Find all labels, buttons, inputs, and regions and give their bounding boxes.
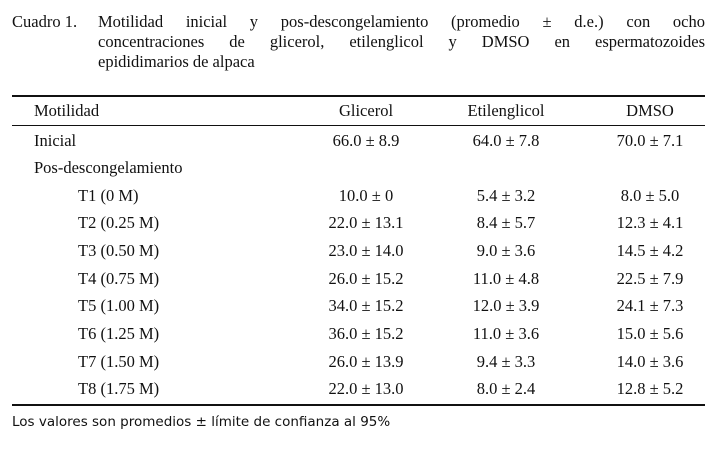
- row-label: T2 (0.25 M): [78, 213, 160, 232]
- caption-text: Motilidad inicial y pos-descongelamiento…: [98, 12, 705, 72]
- table-row: T4 (0.75 M) 26.0 ± 15.2 11.0 ± 4.8 22.5 …: [12, 265, 705, 292]
- row-label: T7 (1.50 M): [78, 352, 160, 371]
- cell-dmso: 14.5 ± 4.2: [616, 241, 684, 260]
- cell-glicerol: 10.0 ± 0: [338, 186, 394, 205]
- cell-etilenglicol: 8.4 ± 5.7: [476, 213, 536, 232]
- table-header-rule: [12, 125, 705, 126]
- header-dmso: DMSO: [626, 101, 674, 120]
- table-bottom-rule: [12, 404, 705, 406]
- caption-label: Cuadro 1.: [12, 12, 78, 31]
- cell-dmso: 15.0 ± 5.6: [616, 324, 684, 343]
- table-row: T5 (1.00 M) 34.0 ± 15.2 12.0 ± 3.9 24.1 …: [12, 292, 705, 319]
- table-header-row: Motilidad Glicerol Etilenglicol DMSO: [12, 97, 705, 124]
- cell-dmso: 70.0 ± 7.1: [616, 131, 684, 150]
- table-row: T3 (0.50 M) 23.0 ± 14.0 9.0 ± 3.6 14.5 ±…: [12, 237, 705, 264]
- cell-dmso: 24.1 ± 7.3: [616, 296, 684, 315]
- cell-glicerol: 22.0 ± 13.1: [328, 213, 404, 232]
- table-row: T2 (0.25 M) 22.0 ± 13.1 8.4 ± 5.7 12.3 ±…: [12, 209, 705, 236]
- cell-etilenglicol: 11.0 ± 3.6: [472, 324, 540, 343]
- table-caption: Cuadro 1. Motilidad inicial y pos-descon…: [12, 12, 705, 72]
- table-row: T6 (1.25 M) 36.0 ± 15.2 11.0 ± 3.6 15.0 …: [12, 320, 705, 347]
- header-motilidad: Motilidad: [34, 101, 100, 120]
- cell-dmso: 12.3 ± 4.1: [616, 213, 684, 232]
- row-label: T1 (0 M): [78, 186, 139, 205]
- table-row: T7 (1.50 M) 26.0 ± 13.9 9.4 ± 3.3 14.0 ±…: [12, 348, 705, 375]
- cell-etilenglicol: 9.0 ± 3.6: [476, 241, 536, 260]
- caption-line: epididimarios de alpaca: [98, 52, 255, 71]
- cell-dmso: 14.0 ± 3.6: [616, 352, 684, 371]
- cell-etilenglicol: 64.0 ± 7.8: [472, 131, 540, 150]
- cell-glicerol: 23.0 ± 14.0: [328, 241, 404, 260]
- row-label: T6 (1.25 M): [78, 324, 160, 343]
- row-label: T8 (1.75 M): [78, 379, 160, 398]
- header-etilenglicol: Etilenglicol: [467, 101, 545, 120]
- header-glicerol: Glicerol: [338, 101, 394, 120]
- table-row-inicial: Inicial 66.0 ± 8.9 64.0 ± 7.8 70.0 ± 7.1: [12, 127, 705, 154]
- table-footnote: Los valores son promedios ± límite de co…: [12, 414, 391, 430]
- cell-glicerol: 34.0 ± 15.2: [328, 296, 404, 315]
- row-label: Inicial: [34, 131, 77, 150]
- cell-dmso: 22.5 ± 7.9: [616, 269, 684, 288]
- cell-glicerol: 66.0 ± 8.9: [332, 131, 400, 150]
- cell-glicerol: 22.0 ± 13.0: [328, 379, 404, 398]
- cell-etilenglicol: 11.0 ± 4.8: [472, 269, 540, 288]
- cell-etilenglicol: 12.0 ± 3.9: [472, 296, 540, 315]
- row-label: T5 (1.00 M): [78, 296, 160, 315]
- section-label: Pos-descongelamiento: [34, 158, 183, 177]
- cell-etilenglicol: 8.0 ± 2.4: [476, 379, 536, 398]
- row-label: T3 (0.50 M): [78, 241, 160, 260]
- cell-etilenglicol: 9.4 ± 3.3: [476, 352, 536, 371]
- cell-etilenglicol: 5.4 ± 3.2: [476, 186, 536, 205]
- caption-line: concentraciones de glicerol, etilenglico…: [98, 32, 705, 51]
- table-top-rule: [12, 95, 705, 97]
- caption-line: Motilidad inicial y pos-descongelamiento…: [98, 12, 705, 31]
- cell-dmso: 12.8 ± 5.2: [616, 379, 684, 398]
- row-label: T4 (0.75 M): [78, 269, 160, 288]
- cell-dmso: 8.0 ± 5.0: [620, 186, 680, 205]
- cell-glicerol: 36.0 ± 15.2: [328, 324, 404, 343]
- section-row: Pos-descongelamiento: [12, 154, 705, 181]
- table-row: T1 (0 M) 10.0 ± 0 5.4 ± 3.2 8.0 ± 5.0: [12, 182, 705, 209]
- cell-glicerol: 26.0 ± 13.9: [328, 352, 404, 371]
- table-row: T8 (1.75 M) 22.0 ± 13.0 8.0 ± 2.4 12.8 ±…: [12, 375, 705, 402]
- cell-glicerol: 26.0 ± 15.2: [328, 269, 404, 288]
